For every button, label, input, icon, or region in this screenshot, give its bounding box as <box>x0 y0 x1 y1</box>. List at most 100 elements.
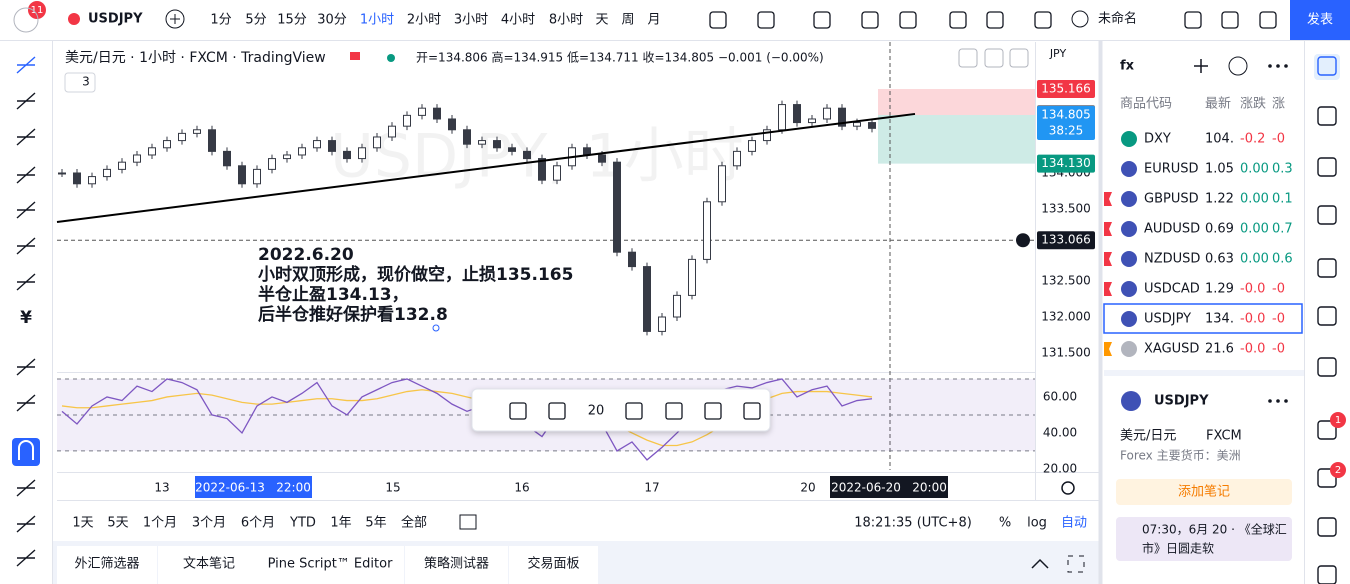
tool-icon[interactable] <box>16 201 36 219</box>
news-line[interactable]: 07:30，6月 20 · 《全球汇 <box>1142 522 1287 537</box>
more[interactable] <box>1276 399 1280 403</box>
more[interactable] <box>1268 399 1272 403</box>
magnet-tool[interactable] <box>12 438 40 466</box>
log-toggle[interactable]: log <box>1027 516 1047 531</box>
pane-button[interactable] <box>1009 48 1029 68</box>
symbol-cell[interactable]: GBPUSD <box>1144 192 1199 207</box>
interval[interactable]: 1分 <box>210 13 231 28</box>
symbol-cell[interactable]: XAGUSD <box>1144 342 1199 357</box>
side-icon[interactable] <box>1317 357 1337 377</box>
interval[interactable]: 3小时 <box>454 13 488 28</box>
side-icon[interactable] <box>1317 56 1337 76</box>
range-button[interactable]: 全部 <box>401 515 427 531</box>
more[interactable] <box>1268 64 1272 68</box>
range-button[interactable]: 3个月 <box>192 516 226 531</box>
tab-label[interactable]: Pine Script™ Editor <box>268 557 394 572</box>
interval[interactable]: 4小时 <box>501 13 535 28</box>
interval[interactable]: 30分 <box>317 13 347 28</box>
layout-name[interactable]: 未命名 <box>1098 11 1137 27</box>
menu[interactable] <box>1228 56 1248 76</box>
side-icon[interactable] <box>1317 157 1337 177</box>
toolbar-icon[interactable] <box>949 11 967 29</box>
tab-label[interactable]: 外汇筛选器 <box>74 557 139 572</box>
range-button[interactable]: 6个月 <box>241 516 275 531</box>
range-button[interactable]: 5年 <box>365 516 386 531</box>
add-alert[interactable] <box>1016 233 1030 248</box>
float-icon[interactable] <box>743 402 761 420</box>
float-icon[interactable] <box>665 402 683 420</box>
toolbar-icon[interactable] <box>1259 11 1277 29</box>
publish[interactable]: 发表 <box>1307 12 1333 28</box>
range-button[interactable]: 5天 <box>107 516 128 531</box>
side-icon[interactable] <box>1317 306 1337 326</box>
interval[interactable]: 5分 <box>245 13 266 28</box>
indicators-toggle[interactable] <box>64 72 96 93</box>
interval[interactable]: 周 <box>621 13 634 28</box>
toolbar-icon[interactable] <box>757 11 775 29</box>
add-symbol[interactable] <box>165 9 185 29</box>
float-icon[interactable] <box>548 402 566 420</box>
toolbar-icon[interactable] <box>986 11 1004 29</box>
side-icon[interactable] <box>1317 468 1337 488</box>
toolbar-icon[interactable] <box>1034 11 1052 29</box>
side-icon[interactable] <box>1317 258 1337 278</box>
tab-label[interactable]: 交易面板 <box>527 556 579 572</box>
symbol-cell[interactable]: USDCAD <box>1144 282 1200 297</box>
range-button[interactable]: YTD <box>289 516 316 531</box>
tab[interactable] <box>158 546 260 584</box>
tool-icon[interactable] <box>16 237 36 255</box>
symbol-cell[interactable]: EURUSD <box>1144 162 1199 177</box>
toolbar-icon[interactable] <box>709 11 727 29</box>
symbol[interactable]: USDJPY <box>88 12 143 27</box>
tool-icon[interactable]: ¥ <box>20 308 32 328</box>
news-box[interactable] <box>1116 517 1292 561</box>
range-button[interactable]: 1年 <box>330 516 351 531</box>
text-size[interactable]: 20 <box>588 404 605 419</box>
more[interactable] <box>1284 64 1288 68</box>
goto-date[interactable] <box>459 514 477 530</box>
interval[interactable]: 15分 <box>277 13 307 28</box>
percent-toggle[interactable]: % <box>999 516 1011 531</box>
pane-button[interactable] <box>984 48 1004 68</box>
range-button[interactable]: 1个月 <box>143 516 177 531</box>
settings[interactable] <box>1061 481 1075 495</box>
pane-button[interactable] <box>958 48 978 68</box>
interval[interactable]: 月 <box>647 13 660 28</box>
tool-icon[interactable] <box>16 358 36 376</box>
interval[interactable]: 1小时 <box>360 13 394 28</box>
tab[interactable] <box>256 546 404 584</box>
range-button[interactable]: 1天 <box>72 516 93 531</box>
toolbar-icon[interactable] <box>1184 11 1202 29</box>
add[interactable] <box>1194 59 1208 73</box>
tool-icon[interactable] <box>16 394 36 412</box>
symbol-cell[interactable]: DXY <box>1144 132 1171 147</box>
interval[interactable]: 天 <box>595 13 608 28</box>
tool-icon[interactable] <box>16 549 36 567</box>
tab-label[interactable]: 文本笔记 <box>183 556 235 572</box>
tool-icon[interactable] <box>16 128 36 146</box>
side-icon[interactable] <box>1317 517 1337 537</box>
interval[interactable]: 2小时 <box>407 13 441 28</box>
float-icon[interactable] <box>704 402 722 420</box>
news-line[interactable]: 市》日圆走软 <box>1142 541 1214 556</box>
side-icon[interactable] <box>1317 106 1337 126</box>
toolbar-icon[interactable] <box>899 11 917 29</box>
tool-icon[interactable] <box>16 515 36 533</box>
float-icon[interactable] <box>509 402 527 420</box>
tool-icon[interactable] <box>16 273 36 291</box>
toolbar-icon[interactable] <box>813 11 831 29</box>
more[interactable] <box>1284 399 1288 403</box>
add-note[interactable]: 添加笔记 <box>1178 484 1230 500</box>
auto-toggle[interactable]: 自动 <box>1061 516 1087 531</box>
tab[interactable] <box>57 546 157 584</box>
symbol-cell[interactable]: USDJPY <box>1144 312 1191 327</box>
symbol-cell[interactable]: NZDUSD <box>1144 252 1200 267</box>
symbol-cell[interactable]: AUDUSD <box>1144 222 1200 237</box>
tab[interactable] <box>405 546 508 584</box>
tool-icon[interactable] <box>16 92 36 110</box>
tool-icon[interactable] <box>16 166 36 184</box>
maximize[interactable] <box>1067 555 1085 573</box>
currency[interactable]: JPY <box>1049 47 1067 60</box>
tab[interactable] <box>509 546 598 584</box>
tool-icon[interactable] <box>16 479 36 497</box>
